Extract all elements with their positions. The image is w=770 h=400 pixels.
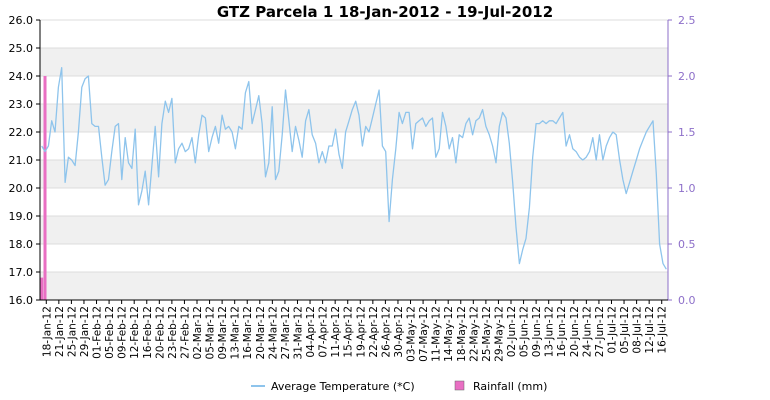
left-axis-label: 16.0 (9, 294, 34, 307)
x-axis-label: 11-May-12 (431, 306, 443, 362)
x-axis-label: 09-Jun-12 (531, 306, 543, 357)
x-axis-label: 24-Jun-12 (581, 306, 593, 357)
right-axis-label: 2.0 (678, 70, 696, 83)
plot-area (40, 66, 667, 300)
grid-band (40, 160, 668, 188)
left-axis-label: 25.0 (9, 42, 34, 55)
rainfall-bar (40, 277, 44, 300)
grid-band (40, 104, 668, 132)
right-axis-label: 0.5 (678, 238, 696, 251)
x-axis-label: 16-Jul-12 (657, 306, 669, 354)
right-axis-label: 2.5 (678, 14, 696, 27)
x-axis-label: 27-Feb-12 (179, 306, 191, 359)
right-axis-label: 1.0 (678, 182, 696, 195)
x-axis-label: 29-May-12 (493, 306, 505, 362)
x-axis-label: 20-Mar-12 (255, 306, 267, 359)
x-axis-label: 02-Jun-12 (506, 306, 518, 357)
x-axis-label: 20-Feb-12 (154, 306, 166, 359)
x-axis-label: 05-Feb-12 (104, 306, 116, 359)
x-axis-label: 25-May-12 (481, 306, 493, 362)
left-axis-label: 24.0 (9, 70, 34, 83)
x-axis-label: 25-Jan-12 (66, 306, 78, 357)
x-axis-label: 09-Mar-12 (217, 306, 229, 359)
legend-rainfall-swatch (454, 380, 465, 391)
x-axis-label: 05-Jul-12 (619, 306, 631, 354)
grid-band (40, 216, 668, 244)
x-axis-label: 02-Mar-12 (192, 306, 204, 359)
x-axis-label: 01-Jul-12 (606, 306, 618, 354)
x-axis-label: 22-May-12 (468, 306, 480, 362)
x-axis-label: 07-May-12 (418, 306, 430, 362)
x-axis-label: 19-Apr-12 (355, 306, 367, 358)
x-axis-label: 20-Jun-12 (569, 306, 581, 357)
x-axis-label: 22-Apr-12 (368, 306, 380, 358)
x-axis-label: 01-Feb-12 (92, 306, 104, 359)
x-axis-label: 13-Jun-12 (544, 306, 556, 357)
x-axis-label: 05-Mar-12 (205, 306, 217, 359)
x-axis-label: 12-Jul-12 (644, 306, 656, 354)
x-axis-label: 16-Jun-12 (556, 306, 568, 357)
right-axis-label: 0.0 (678, 294, 696, 307)
right-axis-label: 1.5 (678, 126, 696, 139)
x-axis-label: 09-Feb-12 (117, 306, 129, 359)
x-axis-label: 29-Jan-12 (79, 306, 91, 357)
left-axis-label: 22.0 (9, 126, 34, 139)
x-axis-label: 11-Apr-12 (330, 306, 342, 358)
left-axis-label: 26.0 (9, 14, 34, 27)
left-axis-label: 17.0 (9, 266, 34, 279)
x-axis-label: 27-Jun-12 (594, 306, 606, 357)
x-axis-label: 04-Apr-12 (305, 306, 317, 358)
x-axis-label: 18-May-12 (456, 306, 468, 362)
legend-temperature-label: Average Temperature (*C) (271, 380, 415, 393)
x-axis-label: 30-Apr-12 (393, 306, 405, 358)
x-axis-label: 08-Jul-12 (632, 306, 644, 354)
x-axis-label: 03-May-12 (406, 306, 418, 362)
temperature-line (41, 66, 667, 270)
x-axis-label: 15-Apr-12 (343, 306, 355, 358)
grid-band (40, 272, 668, 300)
x-axis-label: 05-Jun-12 (519, 306, 531, 357)
x-axis-label: 23-Feb-12 (167, 306, 179, 359)
grid-bands (40, 19, 668, 301)
x-axis-label: 18-Jan-12 (41, 306, 53, 357)
x-axis-label: 16-Feb-12 (142, 306, 154, 359)
x-axis-label: 27-Mar-12 (280, 306, 292, 359)
x-axis-label: 16-Mar-12 (242, 306, 254, 359)
x-axis-label: 13-Mar-12 (230, 306, 242, 359)
legend: Average Temperature (*C) Rainfall (mm) (251, 380, 547, 393)
x-axis-label: 07-Apr-12 (318, 306, 330, 358)
left-axis-label: 23.0 (9, 98, 34, 111)
x-axis-label: 31-Mar-12 (292, 306, 304, 359)
x-axis-label: 14-May-12 (443, 306, 455, 362)
x-axis-label: 21-Jan-12 (54, 306, 66, 357)
left-axis-label: 20.0 (9, 182, 34, 195)
left-axis-label: 21.0 (9, 154, 34, 167)
legend-rainfall-label: Rainfall (mm) (473, 380, 547, 393)
rainfall-bar (43, 76, 47, 300)
x-axis-label: 12-Feb-12 (129, 306, 141, 359)
grid-band (40, 48, 668, 76)
left-axis-label: 18.0 (9, 238, 34, 251)
chart-title: GTZ Parcela 1 18-Jan-2012 - 19-Jul-2012 (217, 3, 553, 21)
x-axis-label: 26-Apr-12 (380, 306, 392, 358)
x-axis-label: 24-Mar-12 (267, 306, 279, 359)
left-axis-label: 19.0 (9, 210, 34, 223)
axes: 16.0 17.0 18.0 19.0 20.0 21.0 22.0 23.0 24.0 25.0… (9, 14, 696, 362)
